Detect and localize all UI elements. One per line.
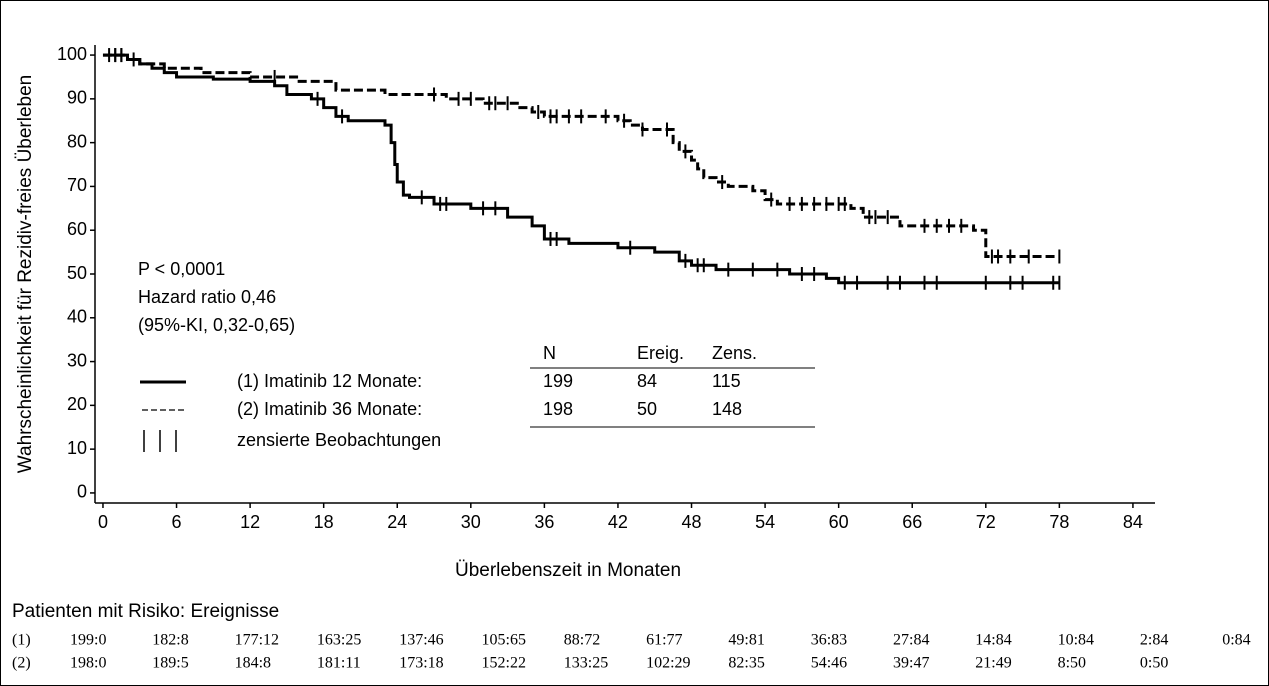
x-tick-label: 0 <box>98 512 108 532</box>
x-tick-label: 24 <box>387 512 407 532</box>
risk-cell: 163:25 <box>317 632 361 649</box>
x-axis-label: Überlebenszeit in Monaten <box>455 560 681 581</box>
risk-cell: 0:50 <box>1140 655 1168 672</box>
risk-cell: 102:29 <box>646 655 690 672</box>
risk-cell: 88:72 <box>564 632 600 649</box>
risk-cell: 133:25 <box>564 655 608 672</box>
risk-cell: 182:8 <box>152 632 188 649</box>
risk-cell: 49:81 <box>728 632 764 649</box>
legend-censor-swatch <box>143 430 177 452</box>
risk-cell: 181:11 <box>317 655 361 672</box>
x-tick-label: 18 <box>314 512 334 532</box>
risk-cell: 0:84 <box>1222 632 1250 649</box>
risk-cell: 137:46 <box>399 632 443 649</box>
risk-cell: 82:35 <box>728 655 764 672</box>
risk-cell: 152:22 <box>482 655 526 672</box>
risk-cell: 36:83 <box>811 632 847 649</box>
risk-cell: 105:65 <box>482 632 526 649</box>
risk-cell: 199:0 <box>70 632 106 649</box>
table-header: Zens. <box>712 343 757 363</box>
y-tick-label: 20 <box>67 394 87 414</box>
risk-cell: 8:50 <box>1058 655 1086 672</box>
annotation: P < 0,0001 <box>138 259 225 279</box>
x-tick-label: 30 <box>461 512 481 532</box>
risk-cell: 177:12 <box>235 632 279 649</box>
table-cell: 84 <box>637 371 657 391</box>
x-tick-label: 60 <box>829 512 849 532</box>
table-cell: 199 <box>543 371 573 391</box>
table-cell: 148 <box>712 399 742 419</box>
risk-cell: 2:84 <box>1140 632 1168 649</box>
legend-label: zensierte Beobachtungen <box>237 430 441 450</box>
y-tick-label: 80 <box>67 131 87 151</box>
table-cell: 50 <box>637 399 657 419</box>
table-cell: 198 <box>543 399 573 419</box>
survival-curve <box>102 53 1060 285</box>
risk-cell: 21:49 <box>975 655 1011 672</box>
y-tick-label: 0 <box>77 482 87 502</box>
x-tick-label: 42 <box>608 512 628 532</box>
annotation: (95%-KI, 0,32-0,65) <box>138 315 295 335</box>
legend-label: (1) Imatinib 12 Monate: <box>237 371 422 391</box>
x-tick-label: 6 <box>172 512 182 532</box>
risk-cell: 61:77 <box>646 632 682 649</box>
risk-row-label: (1) <box>12 632 31 649</box>
legend-label: (2) Imatinib 36 Monate: <box>237 399 422 419</box>
annotation: Hazard ratio 0,46 <box>138 287 276 307</box>
risk-cell: 184:8 <box>235 655 271 672</box>
risk-cell: 198:0 <box>70 655 106 672</box>
y-tick-label: 50 <box>67 263 87 283</box>
risk-table-title: Patienten mit Risiko: Ereignisse <box>12 601 279 622</box>
y-tick-label: 10 <box>67 438 87 458</box>
risk-cell: 27:84 <box>893 632 929 649</box>
x-tick-label: 72 <box>976 512 996 532</box>
y-tick-label: 90 <box>67 88 87 108</box>
x-tick-label: 36 <box>534 512 554 532</box>
x-tick-label: 78 <box>1049 512 1069 532</box>
x-tick-label: 66 <box>902 512 922 532</box>
x-tick-label: 84 <box>1123 512 1143 532</box>
x-tick-label: 48 <box>682 512 702 532</box>
x-tick-label: 12 <box>240 512 260 532</box>
risk-row-label: (2) <box>12 655 31 672</box>
risk-cell: 14:84 <box>975 632 1011 649</box>
table-header: Ereig. <box>637 343 684 363</box>
y-axis-label: Wahrscheinlichkeit für Rezidiv-freies Üb… <box>15 75 36 473</box>
y-tick-label: 100 <box>57 44 87 64</box>
risk-cell: 173:18 <box>399 655 443 672</box>
table-cell: 115 <box>712 371 741 391</box>
table-header: N <box>543 343 556 363</box>
risk-cell: 39:47 <box>893 655 929 672</box>
y-tick-label: 40 <box>67 307 87 327</box>
x-tick-label: 54 <box>755 512 775 532</box>
y-tick-label: 30 <box>67 350 87 370</box>
risk-cell: 189:5 <box>152 655 188 672</box>
risk-cell: 54:46 <box>811 655 847 672</box>
risk-cell: 10:84 <box>1058 632 1094 649</box>
y-tick-label: 60 <box>67 219 87 239</box>
y-tick-label: 70 <box>67 175 87 195</box>
